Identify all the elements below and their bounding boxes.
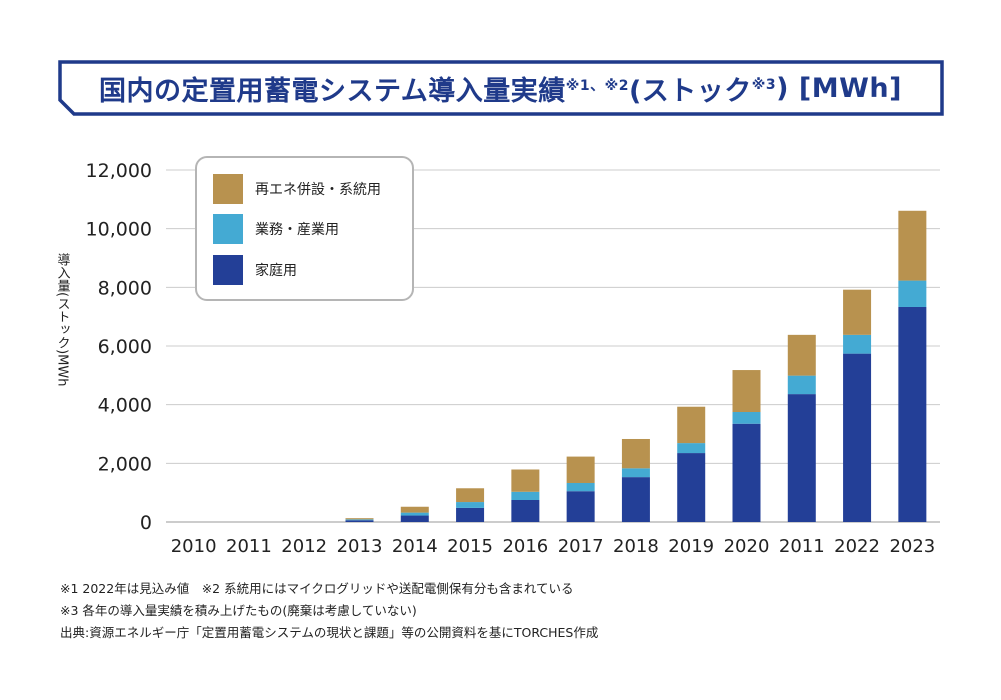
bar-segment-commercial [456,502,485,508]
legend-swatch-commercial [213,214,243,244]
x-tick-label: 2014 [392,536,438,557]
bar-segment-renewable [400,506,429,513]
bar-segment-residential [732,423,761,522]
y-tick-label: 2,000 [98,453,152,475]
x-tick-label: 2016 [502,536,548,557]
bar-segment-residential [456,507,485,522]
y-tick-label: 6,000 [98,336,152,358]
legend-item-residential: 家庭用 [213,255,297,285]
title-sup-2: ※3 [751,77,777,93]
y-axis-label: 導入量(ストック)MWh [54,253,70,387]
bar-segment-commercial [843,334,872,354]
bar-segment-renewable [732,370,761,412]
title-frame [58,60,944,116]
x-tick-label: 2022 [834,536,880,557]
bar-segment-renewable [677,406,706,444]
x-tick-label: 2019 [668,536,714,557]
bar-segment-commercial [677,443,706,454]
bar-segment-renewable [621,438,650,469]
footnote-2: ※3 各年の導入量実績を積み上げたもの(廃棄は考慮していない) [60,603,417,618]
bar-segment-renewable [566,456,595,483]
x-tick-label: 2011 [779,536,825,557]
bar-segment-residential [787,394,816,522]
bar-segment-commercial [621,468,650,478]
bar-segment-residential [621,477,650,522]
legend-swatch-residential [213,255,243,285]
legend-label-renewable: 再エネ併設・系統用 [255,182,381,198]
bar-segment-residential [566,491,595,522]
bar-segment-residential [511,500,540,522]
x-tick-label: 2015 [447,536,493,557]
legend: 再エネ併設・系統用 業務・産業用 家庭用 [195,156,414,301]
legend-item-commercial: 業務・産業用 [213,214,339,244]
bar-segment-renewable [787,334,816,376]
y-tick-label: 8,000 [98,277,152,299]
bar-segment-commercial [787,375,816,395]
title-paren-close: ) [MWh] [776,72,902,104]
bar-segment-residential [677,453,706,522]
legend-label-residential: 家庭用 [255,263,297,279]
bar-segment-renewable [456,488,485,503]
bar-segment-residential [400,515,429,522]
bar-segment-renewable [511,469,540,492]
footnote-source: 出典:資源エネルギー庁「定置用蓄電システムの現状と課題」等の公開資料を基にTOR… [60,625,599,640]
footnote-1: ※1 2022年は見込み値 ※2 系統用にはマイクログリッドや送配電側保有分も含… [60,581,574,596]
bar-segment-residential [898,306,927,522]
x-tick-label: 2012 [281,536,327,557]
x-tick-label: 2013 [337,536,383,557]
y-tick-labels: 0 2,000 4,000 6,000 8,000 10,000 12,000 [86,160,152,534]
x-tick-labels: 2010 2011 2012 2013 2014 2015 2016 2017 2018 2019… [171,536,936,557]
x-tick-label: 2023 [889,536,935,557]
x-tick-label: 2017 [558,536,604,557]
footnotes: ※1 2022年は見込み値 ※2 系統用にはマイクログリッドや送配電側保有分も含… [60,578,960,644]
y-tick-label: 4,000 [98,395,152,417]
chart-title: 国内の定置用蓄電システム導入量実績 ※1、※2 (ストック ※3) [MWh] [0,62,1001,114]
bar-segment-renewable [843,289,872,335]
x-tick-label: 2018 [613,536,659,557]
x-tick-label: 2011 [226,536,272,557]
x-tick-label: 2020 [724,536,770,557]
bar-segment-commercial [732,412,761,424]
x-tick-label: 2010 [171,536,217,557]
bar-segment-commercial [345,519,374,521]
y-tick-label: 0 [140,512,152,534]
bar-segment-renewable [898,210,927,281]
bar-segment-residential [843,353,872,522]
bar-segment-commercial [898,280,927,307]
y-tick-label: 10,000 [86,219,152,241]
legend-item-renewable: 再エネ併設・系統用 [213,174,381,204]
bar-segment-residential [345,520,374,522]
title-paren-open: (ストック [628,75,752,107]
bar-segment-commercial [400,512,429,516]
bar-segment-commercial [566,482,595,492]
legend-swatch-renewable [213,174,243,204]
title-main: 国内の定置用蓄電システム導入量実績 [99,75,566,107]
bar-segment-renewable [345,518,374,520]
bars [345,210,927,522]
y-tick-label: 12,000 [86,160,152,182]
legend-label-commercial: 業務・産業用 [255,222,339,238]
title-sup-1: ※1、※2 [565,78,629,94]
bar-segment-commercial [511,491,540,500]
